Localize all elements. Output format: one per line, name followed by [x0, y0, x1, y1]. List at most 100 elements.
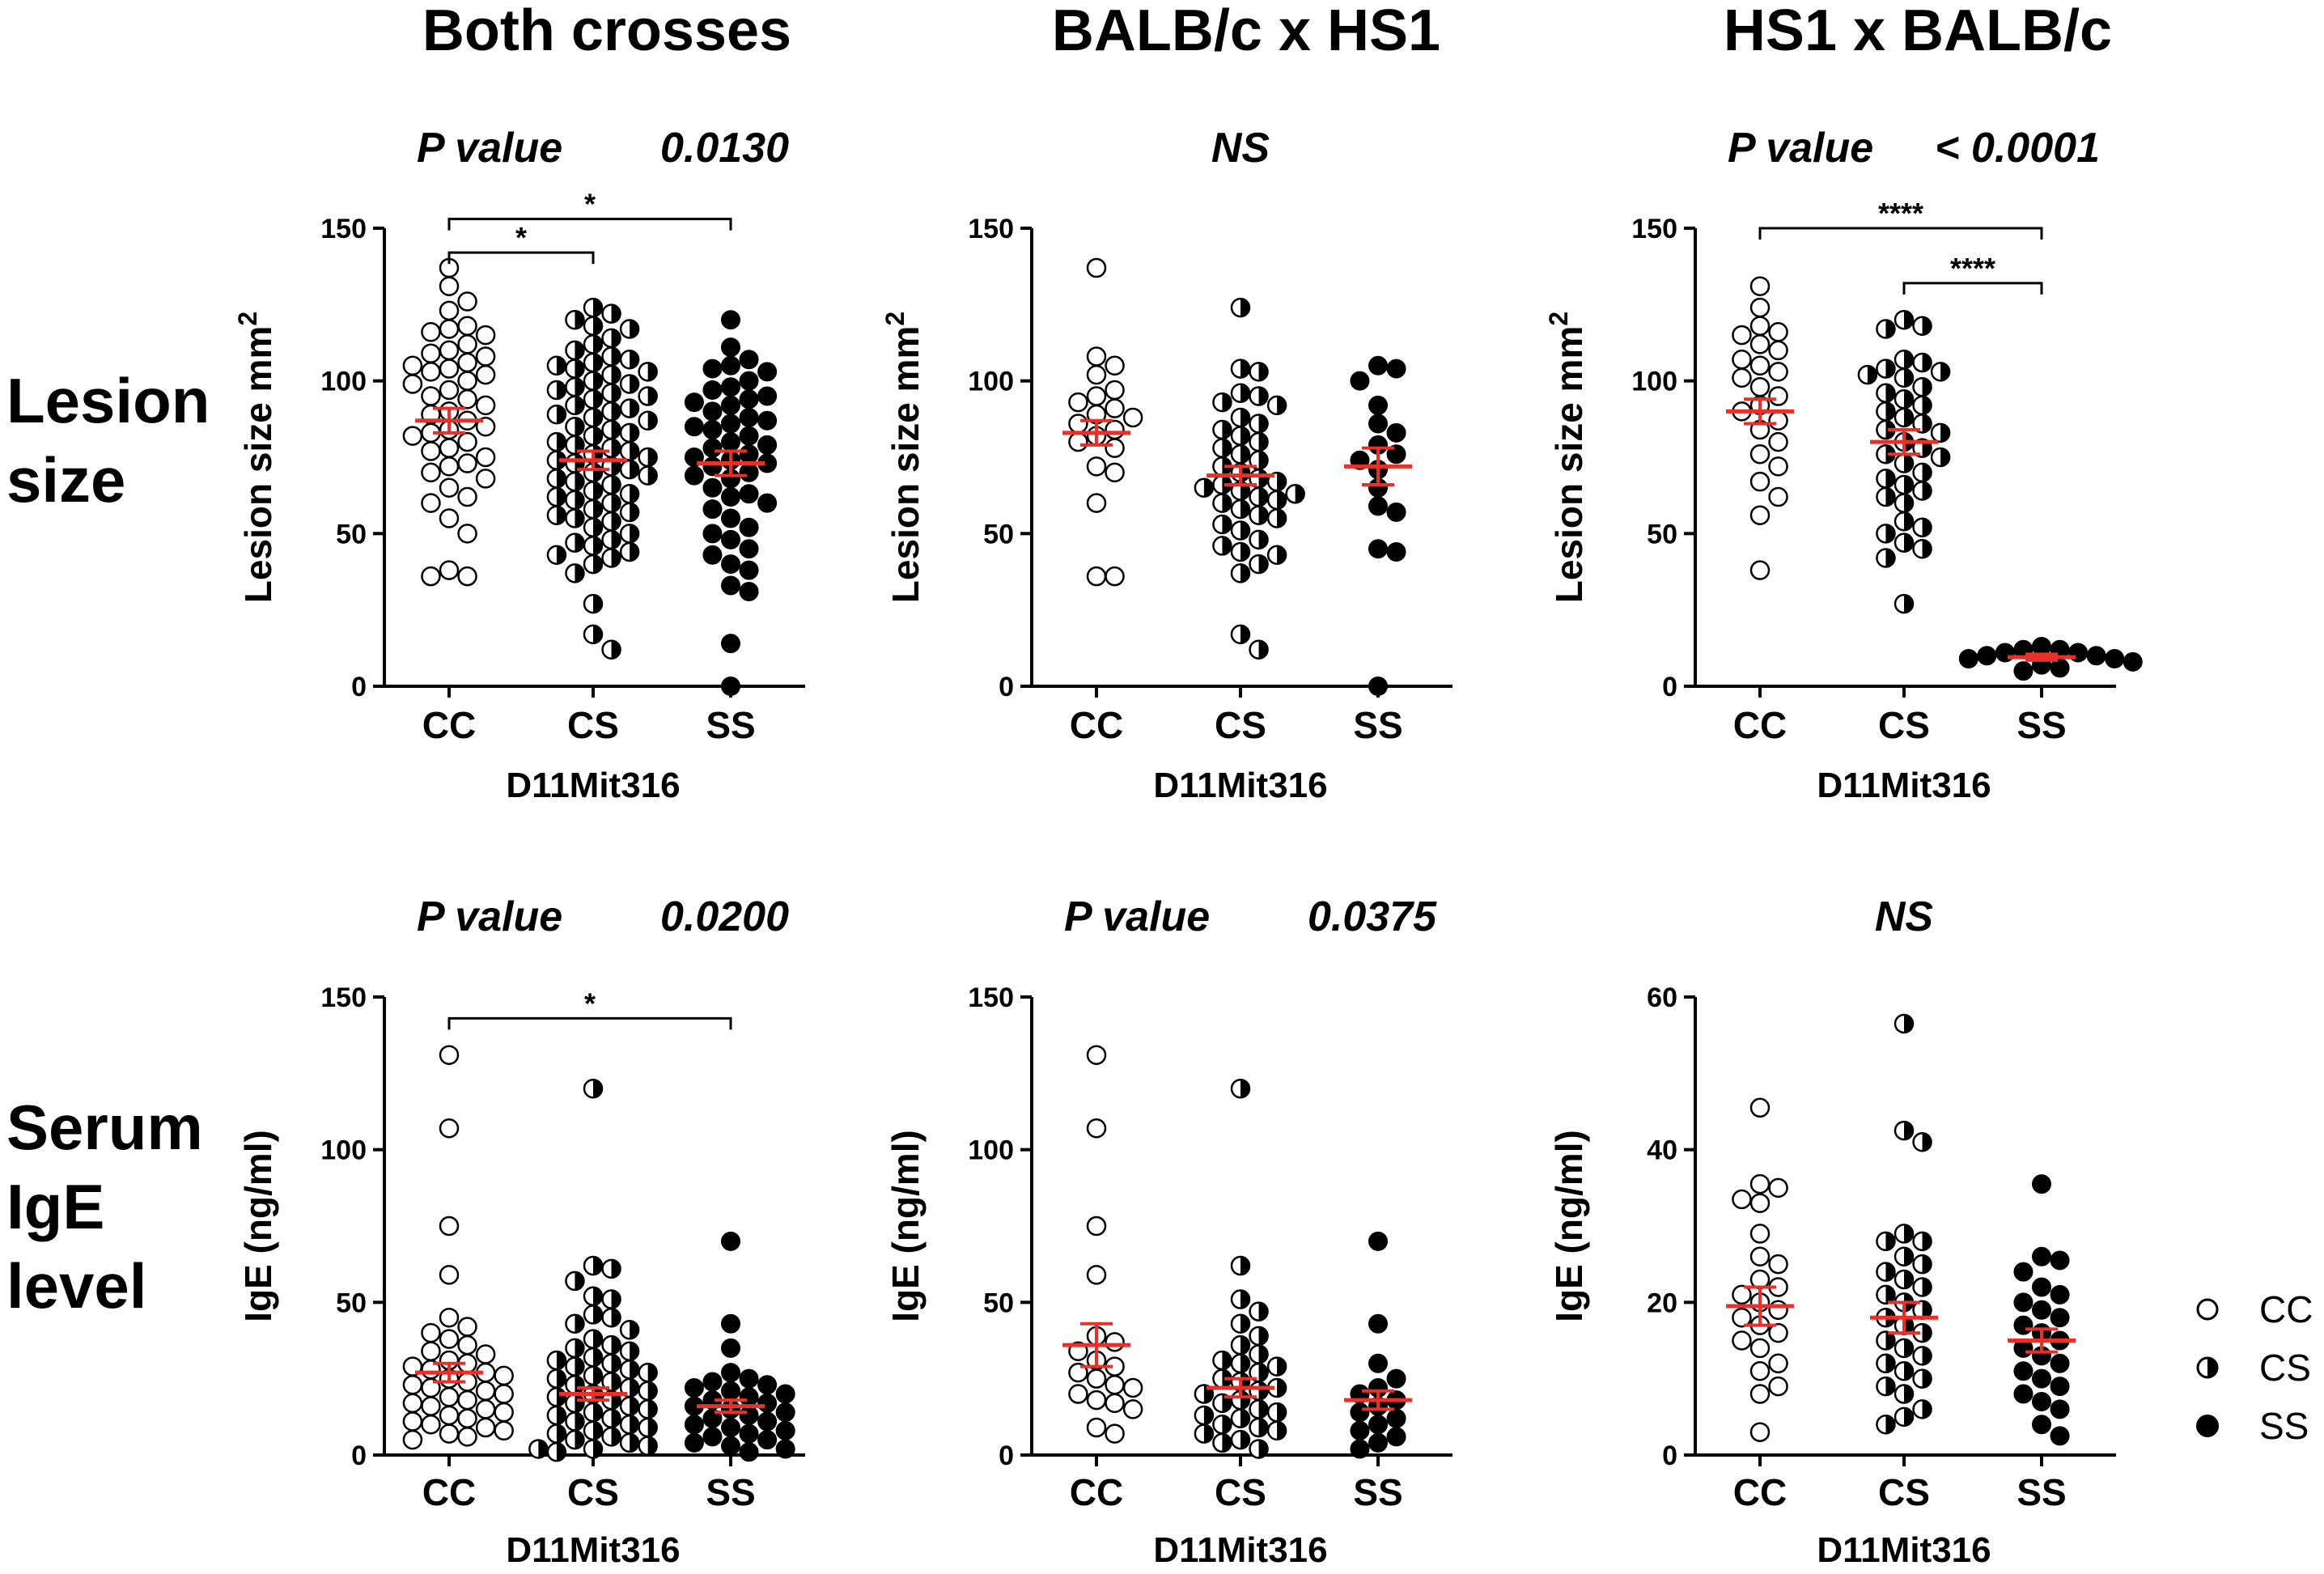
data-point-cs-fill	[1922, 540, 1932, 558]
data-point-ss	[739, 1387, 759, 1407]
x-category-label: CC	[1733, 704, 1787, 746]
y-axis-label: Lesion size mm2	[880, 312, 927, 603]
row-label-line: Lesion	[6, 365, 210, 436]
data-point-cc	[439, 1387, 460, 1407]
data-point-cc	[1105, 1332, 1125, 1352]
data-point-cs-fill	[1885, 488, 1895, 507]
data-point-cc	[1768, 1177, 1788, 1199]
data-point-cc	[439, 456, 460, 477]
data-point-cs-fill	[611, 1409, 621, 1428]
data-point-cs-fill	[593, 390, 603, 409]
data-point-ss	[739, 407, 759, 427]
data-point-cs-fill	[1258, 530, 1268, 549]
data-point-cc	[457, 453, 477, 473]
data-point-ss	[702, 420, 723, 440]
data-point-cs-fill	[1885, 1377, 1895, 1396]
data-point-cs-fill	[647, 1400, 657, 1419]
data-point-cc	[457, 1408, 477, 1428]
data-point-cc	[494, 1365, 514, 1386]
data-point-ss	[775, 1402, 795, 1423]
data-point-cs-fill	[611, 347, 621, 366]
data-point-ss	[2050, 1308, 2070, 1328]
data-point-cc	[421, 566, 441, 587]
data-point-cs-fill	[1222, 1394, 1232, 1412]
data-point-cc	[1086, 1216, 1107, 1237]
x-axis-label: D11Mit316	[1153, 766, 1327, 805]
data-point-ss	[702, 380, 723, 400]
data-point-ss	[1368, 1415, 1388, 1435]
data-point-cs-fill	[611, 1259, 621, 1278]
data-point-cs-fill	[1922, 414, 1932, 433]
data-point-cs-fill	[1222, 515, 1232, 534]
data-point-ss	[2086, 646, 2106, 666]
row-label-lesion-size: Lesion size	[6, 365, 210, 515]
data-point-cs-fill	[1258, 451, 1268, 469]
data-point-cc	[1086, 1118, 1107, 1139]
data-point-cs-fill	[630, 503, 639, 521]
data-point-cc	[1749, 276, 1771, 296]
data-point-cs-fill	[1922, 1324, 1932, 1343]
data-point-ss	[757, 435, 778, 455]
data-point-ss	[1386, 541, 1406, 562]
data-point-cs-fill	[1240, 359, 1250, 378]
data-point-cc	[475, 469, 496, 489]
y-axis-label: Lesion size mm2	[233, 312, 279, 603]
data-point-cc	[439, 380, 460, 401]
data-point-cs-fill	[647, 1381, 657, 1400]
data-point-ss	[1368, 677, 1388, 696]
data-point-ss	[1368, 355, 1388, 375]
legend-label: CS	[2259, 1347, 2311, 1389]
pvalue-label: P value	[417, 893, 562, 940]
data-point-cc	[439, 1216, 460, 1237]
x-category-label: CS	[1215, 1471, 1266, 1513]
data-point-cs-fill	[556, 1351, 566, 1370]
data-point-cs-fill	[593, 555, 603, 574]
data-point-cc	[439, 1045, 460, 1065]
data-point-ss	[739, 426, 759, 446]
data-point-cs-fill	[1904, 1122, 1914, 1140]
data-point-ss	[1350, 1420, 1370, 1440]
data-point-cs-fill	[1222, 494, 1232, 512]
data-point-cs-fill	[1904, 1015, 1914, 1033]
data-point-cc	[1732, 367, 1752, 388]
pvalue-label: NS	[1875, 893, 1934, 940]
x-category-label: CC	[422, 1471, 476, 1513]
y-tick-label: 100	[320, 367, 367, 397]
data-point-cs-fill	[1904, 454, 1914, 473]
x-category-label: CC	[422, 704, 476, 746]
significance-bracket	[447, 218, 732, 231]
data-point-ss	[757, 493, 778, 513]
significance-bracket	[1758, 227, 2043, 240]
y-axis-label: Lesion size mm2	[1544, 312, 1590, 603]
data-point-cc	[494, 1420, 514, 1441]
data-point-cs-fill	[1922, 378, 1932, 397]
data-point-ss	[721, 677, 740, 696]
data-point-cc	[402, 1374, 423, 1395]
data-point-ss	[739, 462, 759, 482]
data-point-cs-fill	[1277, 1357, 1287, 1376]
data-point-cs-fill	[647, 466, 657, 485]
data-point-ss	[775, 1384, 795, 1404]
data-point-cc	[421, 462, 441, 483]
data-point-cs-fill	[556, 545, 566, 564]
data-point-ss	[739, 389, 759, 409]
y-tick-label: 0	[351, 672, 367, 702]
data-point-ss	[739, 517, 759, 537]
data-point-cs-fill	[556, 1406, 566, 1424]
data-point-ss	[739, 539, 759, 559]
data-point-cc	[1749, 1384, 1771, 1404]
data-point-cs-fill	[611, 530, 621, 549]
data-point-cs-fill	[593, 1366, 603, 1385]
data-point-cs-fill	[630, 1433, 639, 1452]
pvalue-label: P value	[1728, 125, 1873, 172]
data-point-cc	[421, 1415, 441, 1435]
data-point-cs-fill	[1277, 1421, 1287, 1440]
panel-1-0: P value 0.0200 0 50 100 150 IgE (ng/ml) CC CS SS D…	[237, 893, 805, 1570]
data-point-cc	[402, 355, 423, 376]
data-point-ss	[1368, 395, 1388, 415]
x-category-label: CS	[1215, 704, 1266, 746]
data-point-cs-fill	[1277, 396, 1287, 414]
x-category-label: CS	[567, 1471, 619, 1513]
data-point-cc	[1768, 456, 1788, 477]
data-point-cs-fill	[556, 405, 566, 424]
